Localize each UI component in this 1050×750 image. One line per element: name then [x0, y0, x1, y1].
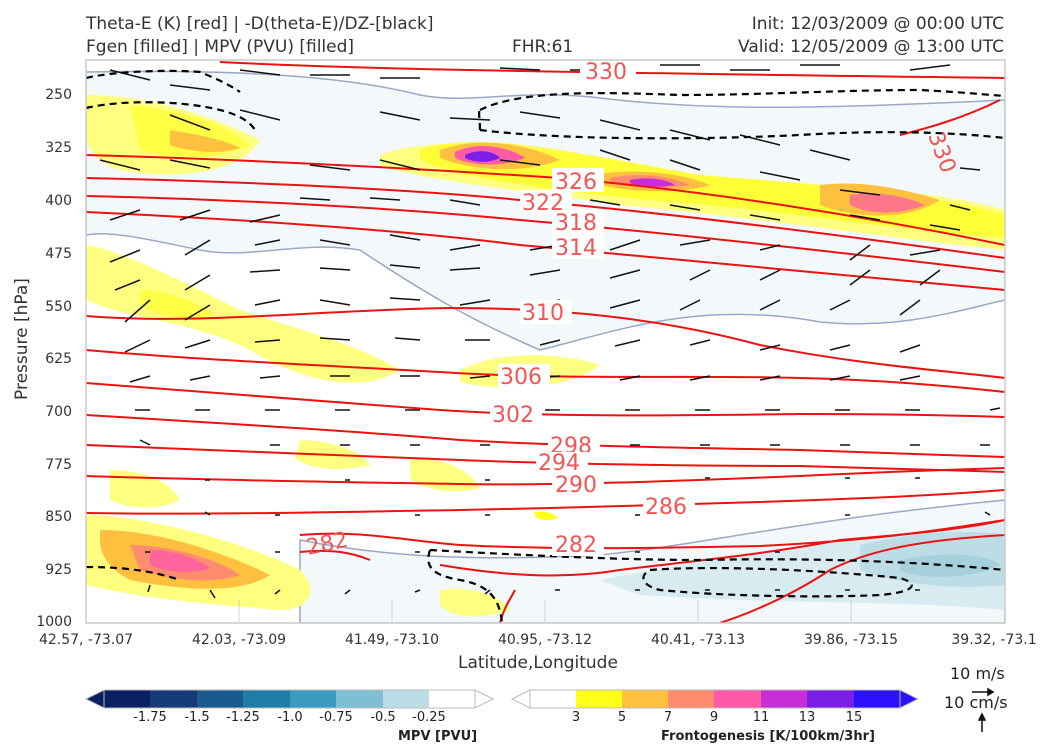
label-318: 318: [555, 211, 597, 236]
fgen-tick-2: 7: [663, 710, 673, 725]
label-306: 306: [500, 365, 542, 390]
mpv-tick-1: -1.5: [184, 710, 210, 725]
xtick-3: 40.95, -73.12: [497, 632, 593, 648]
mpv-tick-0: -1.75: [133, 710, 167, 725]
plot-frame: [85, 59, 1006, 624]
wind-key-arrows: [972, 687, 995, 732]
label-330: 330: [585, 60, 627, 85]
label-302: 302: [492, 403, 534, 428]
ytick-250: 250: [45, 87, 72, 103]
mpv-tick-2: -1.25: [226, 710, 260, 725]
wind-key-horizontal: 10 m/s: [950, 664, 1005, 683]
mpv-colorbar: [84, 689, 495, 709]
fgen-tick-3: 9: [709, 710, 719, 725]
mpv-tick-5: -0.5: [370, 710, 396, 725]
wind-vectors: [99, 64, 1001, 599]
fgen-tick-5: 13: [798, 710, 816, 725]
fgen-tick-4: 11: [752, 710, 770, 725]
title-left-2: Fgen [filled] | MPV (PVU) [filled]: [86, 37, 355, 57]
label-294: 294: [538, 451, 580, 476]
ytick-850: 850: [45, 509, 72, 525]
ytick-475: 475: [45, 246, 72, 262]
fgen-fill: [86, 95, 1005, 617]
label-282b: 282: [555, 533, 597, 558]
label-314: 314: [555, 236, 597, 261]
theta-e-contours: [86, 61, 1005, 623]
xtick-2: 41.49, -73.10: [344, 632, 440, 648]
mpv-tick-6: -0.25: [412, 710, 446, 725]
xtick-1: 42.03, -73.09: [191, 632, 287, 648]
fgen-colorbar-title: Frontogenesis [K/100km/3hr]: [661, 729, 875, 744]
mpv-colorbar-title: MPV [PVU]: [398, 729, 478, 744]
fgen-colorbar: [510, 689, 920, 709]
label-310: 310: [522, 301, 564, 326]
label-290: 290: [555, 473, 597, 498]
wind-key-vertical: 10 cm/s: [944, 693, 1008, 712]
ytick-1000: 1000: [36, 614, 72, 630]
theta-e-labels: 330 326 322 318 314 310 306 302 298 294 …: [304, 58, 960, 561]
ytick-325: 325: [45, 140, 72, 156]
title-right-2: Valid: 12/05/2009 @ 13:00 UTC: [738, 37, 1004, 57]
ytick-400: 400: [45, 193, 72, 209]
fgen-tick-6: 15: [845, 710, 863, 725]
xtick-5: 39.86, -73.15: [803, 632, 899, 648]
ytick-625: 625: [45, 351, 72, 367]
fgen-tick-1: 5: [617, 710, 627, 725]
fgen-tick-0: 3: [571, 710, 581, 725]
ytick-700: 700: [45, 404, 72, 420]
ytick-925: 925: [45, 562, 72, 578]
x-axis-label: Latitude,Longitude: [458, 653, 618, 673]
ytick-550: 550: [45, 299, 72, 315]
ddz-contours: [86, 69, 1005, 623]
y-axis-label: Pressure [hPa]: [12, 278, 32, 400]
ytick-775: 775: [45, 457, 72, 473]
title-right-1: Init: 12/03/2009 @ 00:00 UTC: [751, 14, 1004, 34]
label-286: 286: [645, 495, 687, 520]
xtick-4: 40.41, -73.13: [650, 632, 746, 648]
title-left-1: Theta-E (K) [red] | -D(theta-E)/DZ-[blac…: [86, 14, 434, 34]
mpv-tick-4: -0.75: [319, 710, 353, 725]
xtick-6: 39.32, -73.1: [951, 632, 1037, 648]
xtick-0: 42.57, -73.07: [38, 632, 134, 648]
title-center: FHR:61: [512, 37, 574, 57]
mpv-tick-3: -1.0: [277, 710, 303, 725]
